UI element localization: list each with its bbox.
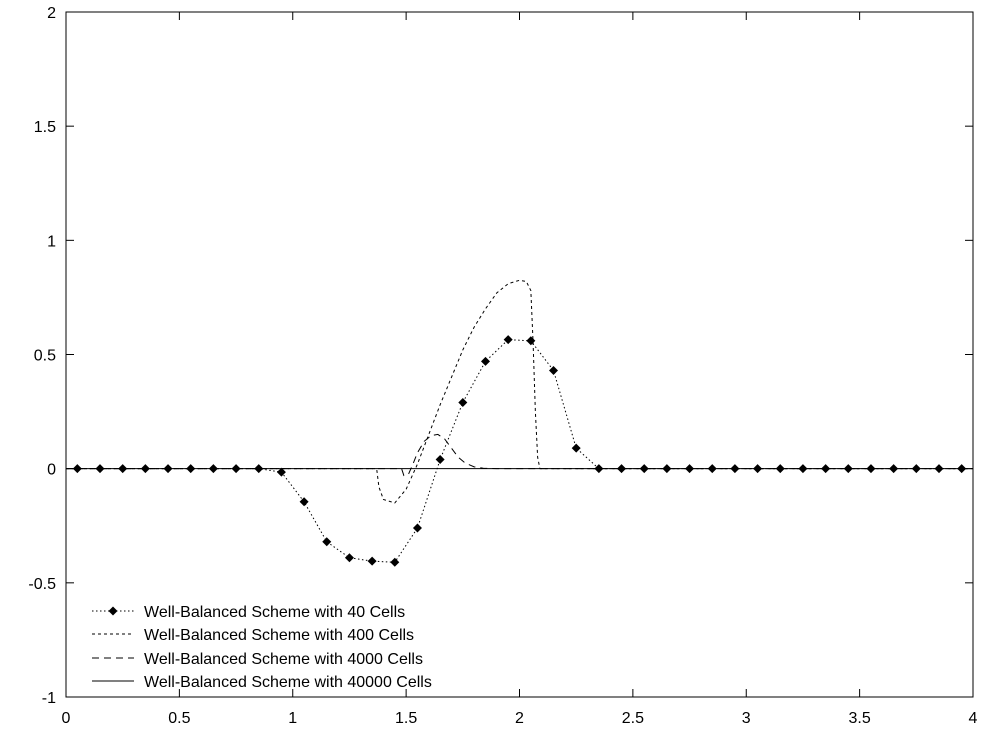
data-point [503,335,513,345]
axis-ticks: 0 0.5 1 1.5 2 2.5 3 3.5 4 -1 -0.5 0 0.5 1 1.5 2 [28,5,977,727]
x-tick-label: 1.5 [395,710,417,727]
y-tick-label: -0.5 [28,576,56,593]
x-tick-label: 0.5 [168,710,190,727]
data-point [662,464,672,474]
data-point [299,497,309,507]
data-point [480,356,490,366]
series-lines [66,279,973,563]
data-point [934,464,944,474]
series-line-1 [77,339,962,563]
data-point [118,464,128,474]
data-point [435,455,445,465]
x-tick-label: 2.5 [622,710,644,727]
data-point [753,464,763,474]
data-point [72,464,82,474]
legend-label-1: Well-Balanced Scheme with 40 Cells [144,604,405,621]
series-line-3 [66,433,973,477]
data-point [276,467,286,477]
y-tick-label: 1.5 [34,119,56,136]
data-point [344,553,354,563]
y-tick-label: -1 [42,690,56,707]
data-point [367,556,377,566]
x-tick-label: 0 [62,710,71,727]
data-point [208,464,218,474]
legend-label-4: Well-Balanced Scheme with 40000 Cells [144,674,432,691]
data-point [140,464,150,474]
data-point [412,523,422,533]
x-tick-label: 3 [742,710,751,727]
data-point [254,464,264,474]
data-point [571,443,581,453]
data-point [866,464,876,474]
legend-label-2: Well-Balanced Scheme with 400 Cells [144,627,414,644]
data-point [685,464,695,474]
data-point [526,336,536,346]
legend-marker [108,606,118,616]
y-tick-label: 2 [47,5,56,22]
y-tick-label: 0 [47,462,56,479]
legend-label-3: Well-Balanced Scheme with 4000 Cells [144,651,423,668]
data-point [798,464,808,474]
data-point [889,464,899,474]
y-tick-label: 1 [47,233,56,250]
data-point [458,397,468,407]
x-tick-label: 2 [515,710,524,727]
data-point [617,464,627,474]
y-tick-label: 0.5 [34,348,56,365]
data-point [957,464,967,474]
x-tick-label: 4 [969,710,978,727]
data-point [730,464,740,474]
data-point [231,464,241,474]
data-point [549,365,559,375]
plot-frame [65,11,974,698]
x-tick-label: 1 [288,710,297,727]
data-point [775,464,785,474]
data-point [390,557,400,567]
x-tick-label: 3.5 [849,710,871,727]
data-point [594,464,604,474]
series-line-2 [66,279,973,504]
data-point [639,464,649,474]
data-point [821,464,831,474]
data-point [911,464,921,474]
series-markers [72,335,967,567]
data-point [707,464,717,474]
data-point [843,464,853,474]
data-point [163,464,173,474]
data-point [95,464,105,474]
legend: Well-Balanced Scheme with 40 Cells Well-B… [92,604,432,691]
data-point [186,464,196,474]
data-point [322,537,332,547]
